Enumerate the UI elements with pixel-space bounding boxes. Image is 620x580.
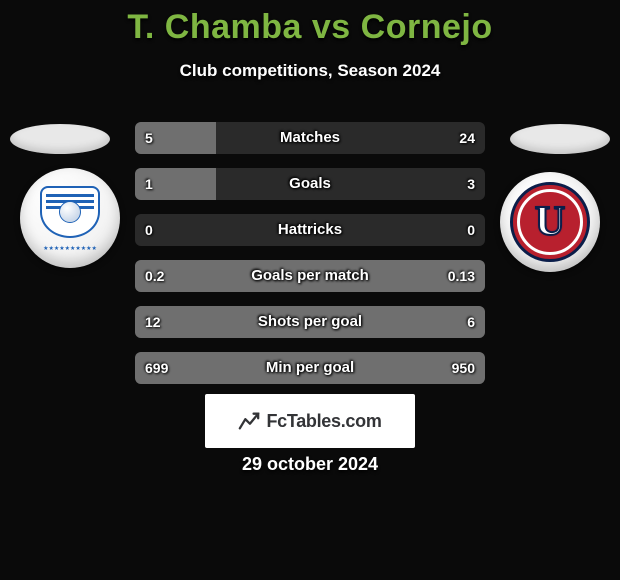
bar-row: 126Shots per goal — [135, 306, 485, 338]
team-crest-left: ★★★★★★★★★★ — [20, 168, 120, 268]
metric-label: Hattricks — [135, 214, 485, 246]
bar-row: 13Goals — [135, 168, 485, 200]
bar-row: 699950Min per goal — [135, 352, 485, 384]
metric-label: Goals — [135, 168, 485, 200]
subtitle: Club competitions, Season 2024 — [0, 61, 620, 81]
date-label: 29 october 2024 — [0, 454, 620, 475]
bar-row: 0.20.13Goals per match — [135, 260, 485, 292]
shadow-ellipse-left — [10, 124, 110, 154]
metric-label: Goals per match — [135, 260, 485, 292]
infographic-root: T. Chamba vs Cornejo Club competitions, … — [0, 0, 620, 580]
shadow-ellipse-right — [510, 124, 610, 154]
watermark-text: FcTables.com — [266, 411, 381, 432]
bar-row: 00Hattricks — [135, 214, 485, 246]
watermark: FcTables.com — [205, 394, 415, 448]
ring-letter-icon: U — [510, 182, 590, 262]
team-crest-right: U — [500, 172, 600, 272]
metric-label: Shots per goal — [135, 306, 485, 338]
chart-icon — [238, 410, 260, 432]
metric-label: Matches — [135, 122, 485, 154]
metric-label: Min per goal — [135, 352, 485, 384]
page-title: T. Chamba vs Cornejo — [0, 0, 620, 47]
shield-icon: ★★★★★★★★★★ — [40, 186, 100, 250]
bar-row: 524Matches — [135, 122, 485, 154]
crest-letter: U — [535, 201, 565, 243]
comparison-chart: 524Matches 13Goals 00Hattricks 0.20.13Goals… — [135, 122, 485, 398]
